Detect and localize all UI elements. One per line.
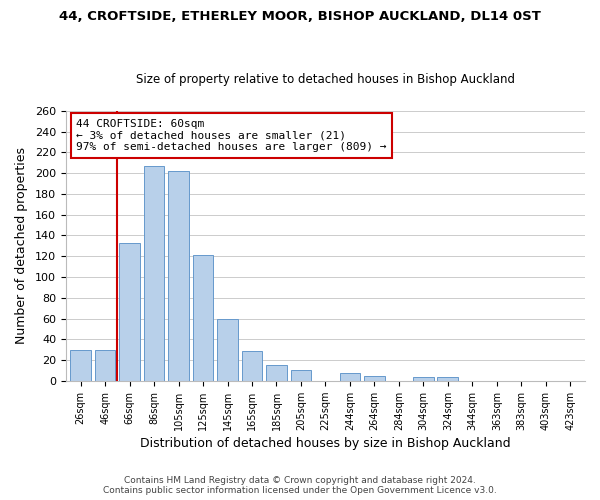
Text: Contains HM Land Registry data © Crown copyright and database right 2024.
Contai: Contains HM Land Registry data © Crown c… (103, 476, 497, 495)
Bar (95, 350, 115, 381)
Bar (217, 318, 238, 381)
Bar (364, 376, 385, 381)
Bar (437, 376, 458, 381)
X-axis label: Distribution of detached houses by size in Bishop Auckland: Distribution of detached houses by size … (140, 437, 511, 450)
Bar (119, 242, 140, 381)
Bar (340, 372, 361, 381)
Y-axis label: Number of detached properties: Number of detached properties (15, 148, 28, 344)
Bar (193, 255, 214, 381)
Bar (413, 376, 434, 381)
Bar (70, 350, 91, 381)
Text: 44, CROFTSIDE, ETHERLEY MOOR, BISHOP AUCKLAND, DL14 0ST: 44, CROFTSIDE, ETHERLEY MOOR, BISHOP AUC… (59, 10, 541, 23)
Text: 44 CROFTSIDE: 60sqm
← 3% of detached houses are smaller (21)
97% of semi-detache: 44 CROFTSIDE: 60sqm ← 3% of detached hou… (76, 119, 387, 152)
Bar (168, 171, 189, 381)
Bar (266, 366, 287, 381)
Bar (143, 166, 164, 381)
Title: Size of property relative to detached houses in Bishop Auckland: Size of property relative to detached ho… (136, 73, 515, 86)
Bar (242, 350, 262, 381)
Bar (290, 370, 311, 381)
